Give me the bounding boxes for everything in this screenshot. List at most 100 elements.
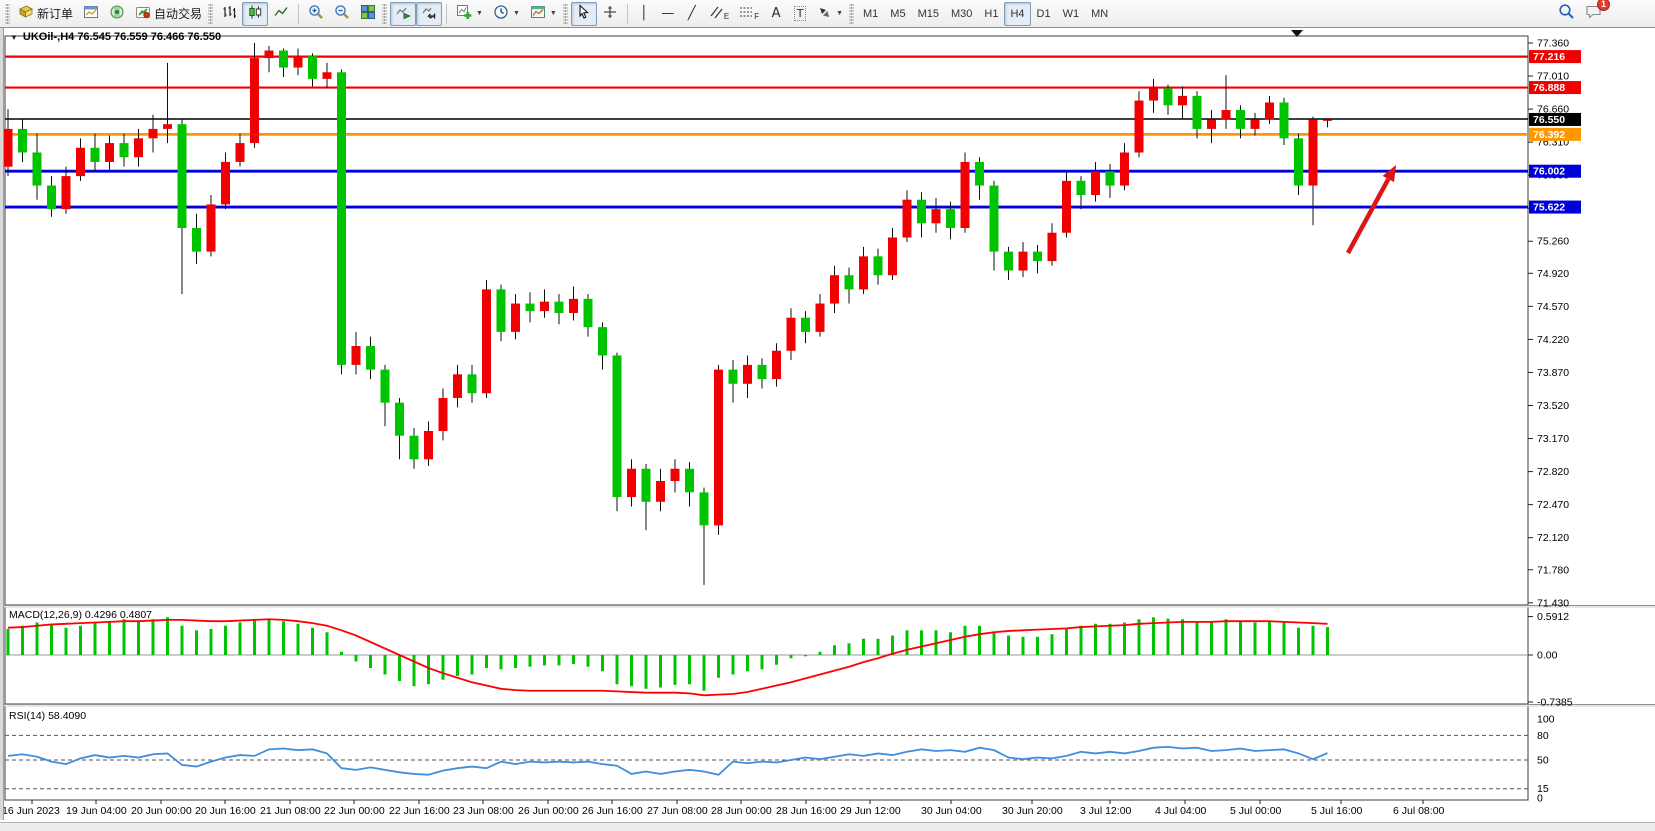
toolbar-grip[interactable] — [208, 3, 214, 24]
notifications-chat-icon[interactable]: 1 — [1585, 0, 1610, 25]
red-arrow-annotation[interactable] — [1346, 165, 1396, 255]
svg-text:73.520: 73.520 — [1537, 400, 1569, 412]
notification-badge: 1 — [1597, 0, 1610, 11]
svg-text:77.360: 77.360 — [1537, 38, 1569, 50]
svg-text:71.430: 71.430 — [1537, 597, 1569, 609]
zoom-out-button[interactable] — [329, 2, 355, 26]
svg-text:28 Jun 00:00: 28 Jun 00:00 — [711, 805, 772, 817]
text-tool-button[interactable]: A — [764, 2, 788, 26]
bar-chart-mode-button[interactable] — [216, 2, 242, 26]
svg-text:28 Jun 16:00: 28 Jun 16:00 — [776, 805, 837, 817]
timeframe-button-m1[interactable]: M1 — [863, 7, 879, 20]
chart-title[interactable]: ▼ UKOil-,H4 76.545 76.559 76.466 76.550 — [10, 31, 221, 43]
signal-orb-icon — [109, 4, 125, 23]
timeframe-button-mn[interactable]: MN — [1091, 7, 1109, 20]
cursor-tool-button[interactable] — [570, 1, 597, 26]
timeframe-button-m15[interactable]: M15 — [917, 7, 939, 20]
svg-text:5 Jul 16:00: 5 Jul 16:00 — [1311, 805, 1363, 817]
crosshair-tool-button[interactable] — [597, 2, 623, 26]
template-icon — [530, 4, 546, 23]
zoom-in-button[interactable] — [303, 2, 329, 26]
svg-text:76.002: 76.002 — [1533, 166, 1565, 178]
timeframe-button-d1[interactable]: D1 — [1036, 7, 1051, 20]
toolbar-separator — [446, 3, 448, 24]
horizontal-line-tool-button[interactable]: — — [656, 2, 680, 26]
chart-dropdown-icon[interactable]: ▼ — [10, 32, 18, 42]
timeframe-button-w1[interactable]: W1 — [1062, 7, 1080, 20]
svg-text:76.888: 76.888 — [1533, 82, 1565, 94]
indicators-button[interactable]: ▼ — [451, 2, 488, 26]
horizontal-line-icon: — — [661, 6, 675, 21]
svg-text:77.216: 77.216 — [1533, 51, 1565, 63]
candlestick-icon — [247, 4, 263, 23]
timeframe-button-h4[interactable]: H4 — [1004, 1, 1031, 26]
chart-shift-icon — [421, 4, 437, 23]
svg-text:74.920: 74.920 — [1537, 268, 1569, 280]
svg-text:74.570: 74.570 — [1537, 301, 1569, 313]
text-label-tool-button[interactable]: T — [788, 2, 812, 26]
svg-text:4 Jul 04:00: 4 Jul 04:00 — [1155, 805, 1207, 817]
auto-scroll-button[interactable] — [390, 1, 417, 26]
svg-text:30 Jun 04:00: 30 Jun 04:00 — [921, 805, 982, 817]
timeframe-button-m5[interactable]: M5 — [890, 7, 906, 20]
toolbar-grip[interactable] — [562, 3, 568, 24]
crosshair-icon — [602, 4, 618, 23]
svg-text:22 Jun 00:00: 22 Jun 00:00 — [324, 805, 385, 817]
text-tool-icon: A — [771, 6, 781, 21]
new-order-icon — [18, 4, 34, 23]
line-chart-icon — [273, 4, 289, 23]
trendline-tool-button[interactable]: ╱ — [680, 2, 704, 26]
timeframe-button-h1[interactable]: H1 — [984, 7, 999, 20]
chart-shift-button[interactable] — [416, 1, 443, 26]
signals-button[interactable] — [104, 2, 130, 26]
toolbar: 新订单 自动交易 — [0, 0, 1655, 28]
macd-pane-label: MACD(12,26,9) 0.4296 0.4807 — [9, 609, 153, 621]
clock-icon — [493, 4, 509, 23]
new-order-button[interactable]: 新订单 — [13, 2, 78, 26]
charts-window-button[interactable] — [78, 2, 104, 26]
trendline-icon: ╱ — [687, 6, 696, 21]
fibonacci-letter: F — [754, 12, 760, 21]
auto-scroll-icon — [395, 4, 411, 23]
vertical-line-tool-button[interactable]: │ — [632, 2, 656, 26]
candle-chart-mode-button[interactable] — [242, 1, 269, 26]
arrows-tool-button[interactable]: ▼ — [812, 2, 848, 26]
chevron-down-icon: ▼ — [549, 10, 557, 17]
channel-tool-button[interactable]: E — [704, 2, 734, 26]
tile-windows-button[interactable] — [355, 2, 381, 26]
svg-text:76.392: 76.392 — [1533, 129, 1565, 141]
svg-text:71.780: 71.780 — [1537, 564, 1569, 576]
chart-window-icon — [83, 4, 99, 23]
svg-text:0: 0 — [1537, 793, 1543, 805]
chart-shift-marker[interactable] — [1291, 30, 1303, 37]
periods-button[interactable]: ▼ — [488, 2, 525, 26]
templates-button[interactable]: ▼ — [525, 2, 562, 26]
svg-text:74.220: 74.220 — [1537, 334, 1569, 346]
svg-text:100: 100 — [1537, 714, 1555, 726]
vertical-line-icon: │ — [639, 6, 648, 21]
auto-trading-button[interactable]: 自动交易 — [130, 2, 207, 26]
svg-text:76.660: 76.660 — [1537, 104, 1569, 116]
toolbar-grip[interactable] — [849, 3, 855, 24]
fibonacci-tool-button[interactable]: F — [734, 2, 764, 26]
timeframe-button-m30[interactable]: M30 — [950, 7, 973, 20]
toolbar-grip[interactable] — [382, 3, 388, 24]
auto-trading-label: 自动交易 — [154, 7, 203, 21]
svg-text:75.622: 75.622 — [1533, 202, 1565, 214]
toolbar-grip[interactable] — [5, 3, 10, 24]
svg-text:5 Jul 00:00: 5 Jul 00:00 — [1230, 805, 1282, 817]
search-icon[interactable] — [1558, 3, 1575, 25]
zoom-out-icon — [334, 4, 350, 23]
time-axis[interactable]: 16 Jun 2023 19 Jun 04:00 20 Jun 00:00 20 Ju… — [2, 800, 1445, 817]
svg-text:15: 15 — [1537, 783, 1549, 795]
svg-text:75.260: 75.260 — [1537, 236, 1569, 248]
svg-text:26 Jun 00:00: 26 Jun 00:00 — [518, 805, 579, 817]
chevron-down-icon: ▼ — [476, 10, 483, 17]
svg-text:76.550: 76.550 — [1533, 114, 1565, 126]
svg-text:72.470: 72.470 — [1537, 499, 1569, 511]
rsi-indicator: 100 80 50 150 — [5, 714, 1555, 805]
new-order-label: 新订单 — [37, 7, 74, 21]
line-chart-mode-button[interactable] — [268, 2, 294, 26]
